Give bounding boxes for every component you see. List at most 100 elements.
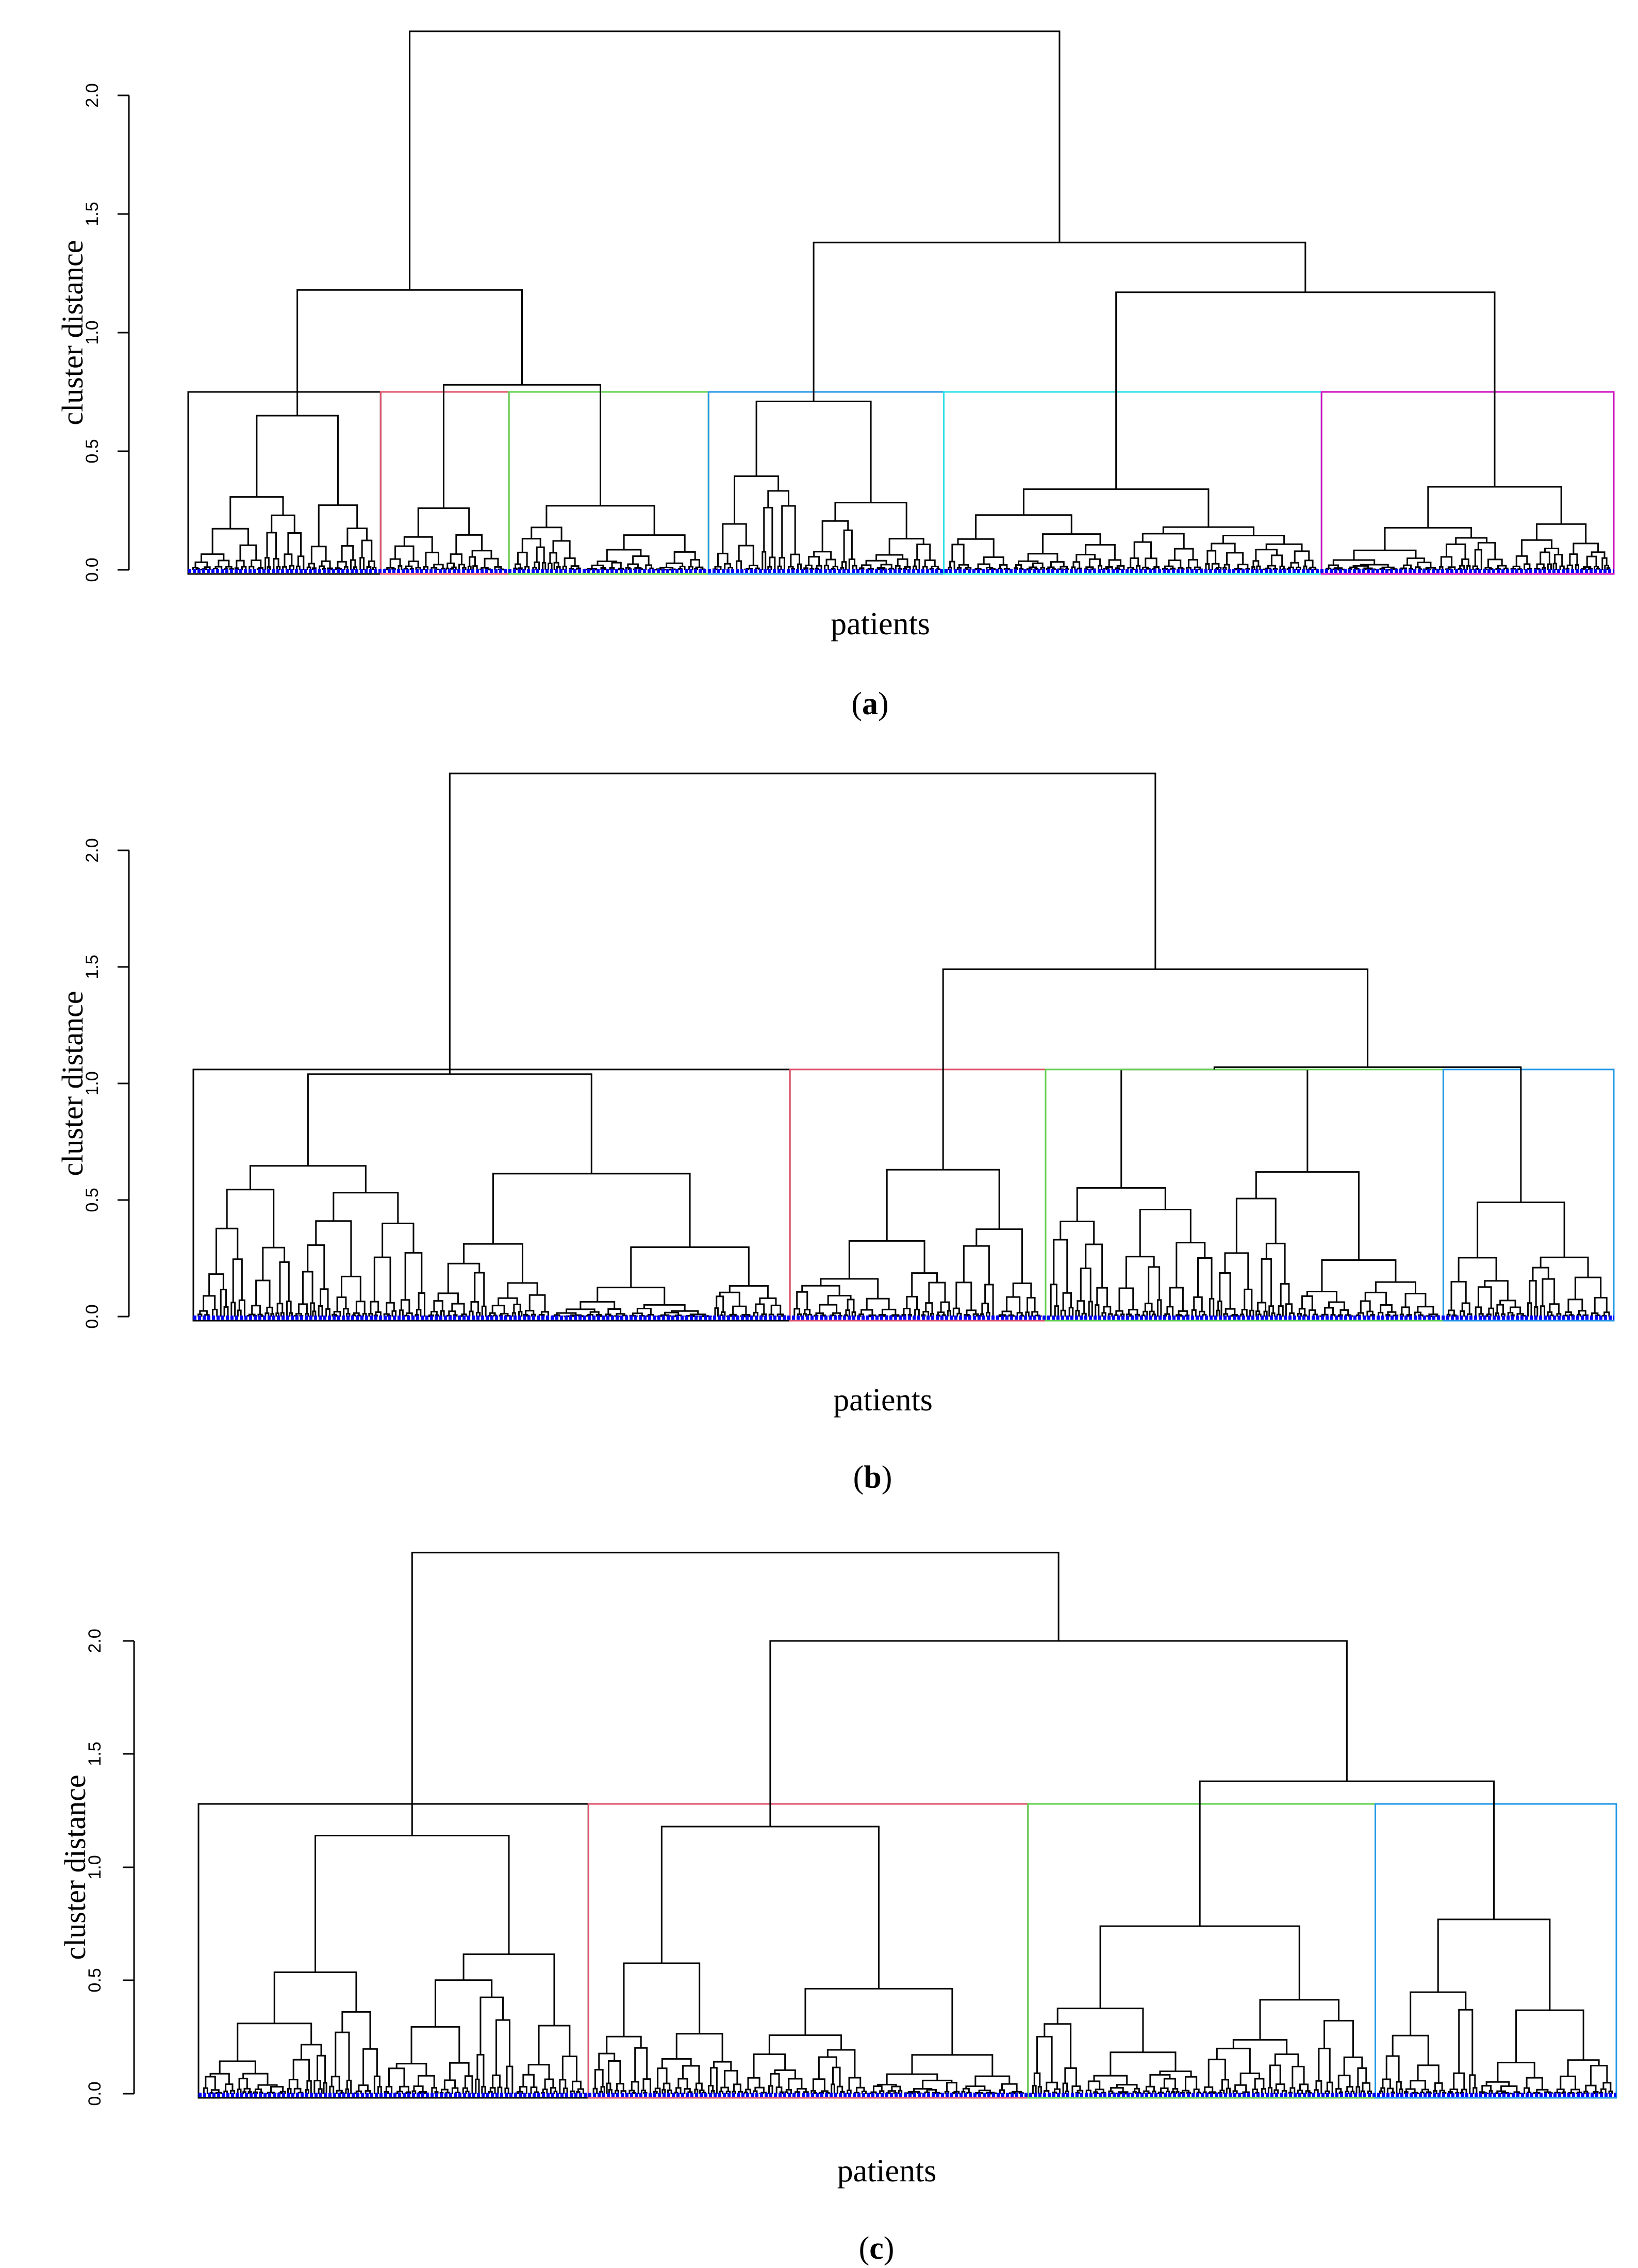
dendrogram-link xyxy=(1076,1187,1166,1222)
dendrogram-link xyxy=(506,2065,514,2094)
dendrogram-link xyxy=(251,1305,261,1314)
dendrogram-link xyxy=(1475,1306,1482,1317)
dendrogram-link xyxy=(1255,1171,1360,1260)
dendrogram-link xyxy=(1095,1304,1100,1317)
dendrogram-link xyxy=(205,2076,216,2090)
cluster-1-subtree xyxy=(192,1069,791,1322)
dendrogram-link xyxy=(1244,1288,1253,1311)
dendrogram-panel-c: 0.0 0.5 1.0 1.5 2.0 cluster distance patients (… xyxy=(58,1552,1617,2266)
dendrogram-link xyxy=(1540,551,1550,565)
dendrogram-link xyxy=(1265,1242,1286,1284)
dendrogram-link xyxy=(1273,2089,1279,2094)
dendrogram-link xyxy=(826,2049,856,2078)
dendrogram-link xyxy=(257,2084,278,2090)
dendrogram-link xyxy=(318,1305,323,1317)
dendrogram-link xyxy=(271,514,295,533)
cluster-1-subtree xyxy=(187,391,382,575)
dendrogram-link xyxy=(1093,2075,1128,2085)
dendrogram-link xyxy=(216,1227,239,1274)
dendrogram-link xyxy=(821,520,849,552)
dendrogram-link xyxy=(974,2075,1011,2086)
dendrogram-link xyxy=(255,1279,271,1308)
dendrogram-link xyxy=(475,2078,480,2094)
cluster-root-link xyxy=(1099,1925,1300,2009)
dendrogram-link xyxy=(1345,2091,1350,2094)
dendrogram-link xyxy=(1157,2091,1164,2094)
dendrogram-link xyxy=(1207,2059,1226,2088)
dendrogram-link xyxy=(275,1312,279,1317)
dendrogram-link xyxy=(924,559,936,567)
x-axis-label: patients xyxy=(833,1383,933,1418)
dendrogram-link xyxy=(1499,1300,1516,1308)
dendrogram-link xyxy=(1027,1297,1036,1312)
dendrogram-link xyxy=(336,2090,343,2094)
dendrogram-link xyxy=(710,2067,718,2094)
dendrogram-link xyxy=(1148,1266,1161,1304)
dendrogram-link xyxy=(310,1302,315,1317)
dendrogram-link xyxy=(1144,1303,1153,1312)
dendrogram-link xyxy=(788,2078,803,2090)
dendrogram-link xyxy=(1556,1313,1562,1317)
y-tick-label: 1.5 xyxy=(82,202,102,226)
dendrogram-link xyxy=(755,1303,765,1314)
dendrogram-link xyxy=(507,1282,538,1299)
dendrogram-link xyxy=(345,1312,351,1317)
dendrogram-link xyxy=(373,2075,380,2094)
dendrogram-link xyxy=(330,2076,340,2091)
dendrogram-link xyxy=(1133,541,1152,558)
dendrogram-link xyxy=(808,556,820,566)
dendrogram-link xyxy=(724,563,732,570)
dendrogram-link xyxy=(914,1308,920,1317)
dendrogram-link xyxy=(1573,543,1599,554)
cluster-5-box xyxy=(942,391,1322,575)
dendrogram-link xyxy=(699,2089,705,2094)
dendrogram-link xyxy=(632,1312,643,1316)
dendrogram-link xyxy=(353,566,357,570)
dendrogram-link xyxy=(1125,1256,1155,1288)
dendrogram-link xyxy=(559,2079,567,2094)
cluster-3-subtree xyxy=(508,391,709,575)
dendrogram-link xyxy=(1564,1311,1572,1316)
dendrogram-link xyxy=(605,1313,611,1317)
dendrogram-link xyxy=(1425,567,1436,570)
dendrogram-link xyxy=(719,1291,740,1307)
dendrogram-link xyxy=(266,1306,273,1314)
dendrogram-link xyxy=(333,1192,399,1224)
dendrogram-link xyxy=(531,1313,536,1317)
dendrogram-link xyxy=(1165,2091,1170,2094)
dendrogram-link xyxy=(447,1262,481,1293)
dendrogram-link xyxy=(346,528,368,546)
dendrogram-link xyxy=(875,554,904,561)
cluster-2-subtree xyxy=(789,1069,1047,1322)
dendrogram-link xyxy=(714,1307,719,1317)
dendrogram-link xyxy=(1080,1268,1091,1302)
dendrogram-link xyxy=(1173,548,1194,561)
dendrogram-link xyxy=(276,566,281,570)
dendrogram-link xyxy=(1384,527,1472,551)
dendrogram-link xyxy=(682,2065,700,2084)
dendrogram-link xyxy=(1267,2086,1273,2094)
dendrogram-link xyxy=(1574,1276,1602,1300)
dendrogram-link xyxy=(1488,1307,1495,1317)
dendrogram-link xyxy=(1497,2062,1535,2082)
dendrogram-link xyxy=(1477,541,1496,560)
dendrogram-link xyxy=(519,2086,527,2094)
dendrogram-link xyxy=(1056,2008,1144,2052)
dendrogram-link xyxy=(1366,1310,1374,1317)
dendrogram-link xyxy=(297,1303,308,1314)
dendrogram-link xyxy=(1269,2064,1281,2088)
dendrogram-link xyxy=(1216,1309,1220,1317)
dendrogram-link xyxy=(428,1314,435,1317)
dendrogram-link xyxy=(1399,1313,1404,1317)
dendrogram-link xyxy=(1085,1243,1103,1288)
dendrogram-link xyxy=(458,564,465,570)
dendrogram-link xyxy=(1032,562,1044,568)
dendrogram-link xyxy=(1149,2074,1171,2087)
dendrogram-link xyxy=(1139,1209,1192,1257)
dendrogram-link xyxy=(418,1292,426,1317)
dendrogram-link xyxy=(406,1312,413,1317)
dendrogram-link xyxy=(1006,1296,1021,1313)
dendrogram-link xyxy=(819,1304,838,1313)
dendrogram-link xyxy=(1281,2090,1287,2094)
dendrogram-link xyxy=(1249,1309,1254,1317)
